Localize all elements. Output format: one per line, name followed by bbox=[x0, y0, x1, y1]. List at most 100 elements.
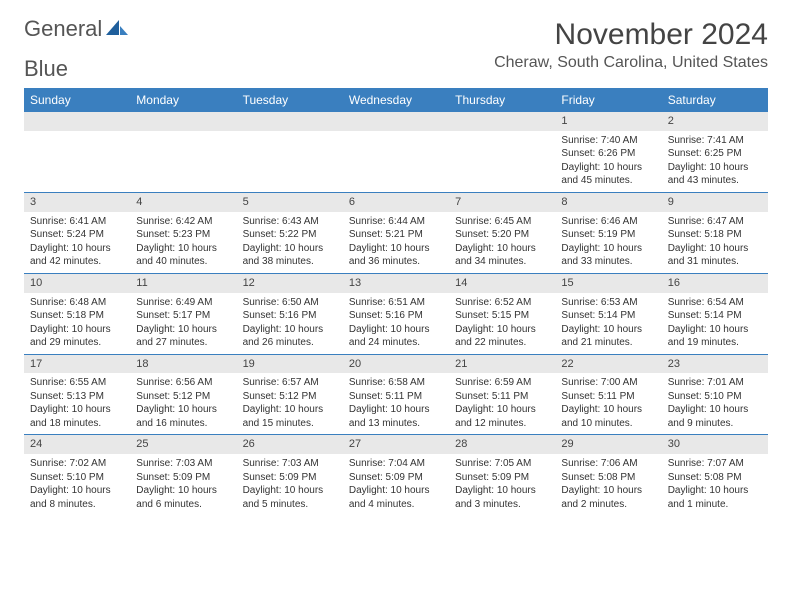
daylight-text: Daylight: 10 hours and 33 minutes. bbox=[561, 242, 655, 269]
day-body: Sunrise: 6:43 AMSunset: 5:22 PMDaylight:… bbox=[237, 212, 343, 273]
day-cell: 15Sunrise: 6:53 AMSunset: 5:14 PMDayligh… bbox=[555, 274, 661, 354]
sunrise-text: Sunrise: 7:06 AM bbox=[561, 457, 655, 471]
daylight-text: Daylight: 10 hours and 2 minutes. bbox=[561, 484, 655, 511]
brand-word-1: General bbox=[24, 18, 102, 40]
sunset-text: Sunset: 5:12 PM bbox=[136, 390, 230, 404]
day-cell: 14Sunrise: 6:52 AMSunset: 5:15 PMDayligh… bbox=[449, 274, 555, 354]
daylight-text: Daylight: 10 hours and 24 minutes. bbox=[349, 323, 443, 350]
day-cell: 6Sunrise: 6:44 AMSunset: 5:21 PMDaylight… bbox=[343, 193, 449, 273]
sunrise-text: Sunrise: 6:52 AM bbox=[455, 296, 549, 310]
day-cell: 30Sunrise: 7:07 AMSunset: 5:08 PMDayligh… bbox=[662, 435, 768, 515]
day-number: 29 bbox=[555, 435, 661, 454]
sunset-text: Sunset: 5:09 PM bbox=[243, 471, 337, 485]
sunrise-text: Sunrise: 6:45 AM bbox=[455, 215, 549, 229]
dow-thursday: Thursday bbox=[449, 88, 555, 112]
sunrise-text: Sunrise: 6:49 AM bbox=[136, 296, 230, 310]
sunrise-text: Sunrise: 7:41 AM bbox=[668, 134, 762, 148]
sunrise-text: Sunrise: 6:41 AM bbox=[30, 215, 124, 229]
dow-monday: Monday bbox=[130, 88, 236, 112]
daylight-text: Daylight: 10 hours and 9 minutes. bbox=[668, 403, 762, 430]
day-cell: 16Sunrise: 6:54 AMSunset: 5:14 PMDayligh… bbox=[662, 274, 768, 354]
day-body: Sunrise: 7:02 AMSunset: 5:10 PMDaylight:… bbox=[24, 454, 130, 515]
sunrise-text: Sunrise: 7:03 AM bbox=[243, 457, 337, 471]
calendar-page: General November 2024 Cheraw, South Caro… bbox=[0, 0, 792, 527]
day-number: 2 bbox=[662, 112, 768, 131]
day-cell: 19Sunrise: 6:57 AMSunset: 5:12 PMDayligh… bbox=[237, 355, 343, 435]
sunrise-text: Sunrise: 7:02 AM bbox=[30, 457, 124, 471]
day-number: 19 bbox=[237, 355, 343, 374]
day-body: Sunrise: 7:40 AMSunset: 6:26 PMDaylight:… bbox=[555, 131, 661, 192]
day-number: 25 bbox=[130, 435, 236, 454]
sunset-text: Sunset: 5:20 PM bbox=[455, 228, 549, 242]
calendar-grid: Sunday Monday Tuesday Wednesday Thursday… bbox=[24, 88, 768, 515]
daylight-text: Daylight: 10 hours and 22 minutes. bbox=[455, 323, 549, 350]
day-cell: 13Sunrise: 6:51 AMSunset: 5:16 PMDayligh… bbox=[343, 274, 449, 354]
sunrise-text: Sunrise: 6:58 AM bbox=[349, 376, 443, 390]
sunrise-text: Sunrise: 7:01 AM bbox=[668, 376, 762, 390]
daylight-text: Daylight: 10 hours and 31 minutes. bbox=[668, 242, 762, 269]
day-number-bar bbox=[237, 112, 343, 131]
empty-day-cell bbox=[343, 112, 449, 192]
day-body: Sunrise: 6:42 AMSunset: 5:23 PMDaylight:… bbox=[130, 212, 236, 273]
daylight-text: Daylight: 10 hours and 40 minutes. bbox=[136, 242, 230, 269]
day-body: Sunrise: 6:51 AMSunset: 5:16 PMDaylight:… bbox=[343, 293, 449, 354]
day-body: Sunrise: 6:50 AMSunset: 5:16 PMDaylight:… bbox=[237, 293, 343, 354]
sunrise-text: Sunrise: 6:47 AM bbox=[668, 215, 762, 229]
dow-saturday: Saturday bbox=[662, 88, 768, 112]
dow-tuesday: Tuesday bbox=[237, 88, 343, 112]
sunset-text: Sunset: 5:12 PM bbox=[243, 390, 337, 404]
sunset-text: Sunset: 5:23 PM bbox=[136, 228, 230, 242]
day-cell: 28Sunrise: 7:05 AMSunset: 5:09 PMDayligh… bbox=[449, 435, 555, 515]
daylight-text: Daylight: 10 hours and 8 minutes. bbox=[30, 484, 124, 511]
day-of-week-header: Sunday Monday Tuesday Wednesday Thursday… bbox=[24, 88, 768, 112]
day-cell: 24Sunrise: 7:02 AMSunset: 5:10 PMDayligh… bbox=[24, 435, 130, 515]
empty-day-cell bbox=[237, 112, 343, 192]
daylight-text: Daylight: 10 hours and 27 minutes. bbox=[136, 323, 230, 350]
sunrise-text: Sunrise: 6:42 AM bbox=[136, 215, 230, 229]
week-row: 1Sunrise: 7:40 AMSunset: 6:26 PMDaylight… bbox=[24, 112, 768, 192]
sunrise-text: Sunrise: 7:03 AM bbox=[136, 457, 230, 471]
empty-day-cell bbox=[24, 112, 130, 192]
day-number: 30 bbox=[662, 435, 768, 454]
day-number-bar bbox=[343, 112, 449, 131]
day-number: 11 bbox=[130, 274, 236, 293]
day-cell: 10Sunrise: 6:48 AMSunset: 5:18 PMDayligh… bbox=[24, 274, 130, 354]
sunrise-text: Sunrise: 6:57 AM bbox=[243, 376, 337, 390]
day-body: Sunrise: 6:54 AMSunset: 5:14 PMDaylight:… bbox=[662, 293, 768, 354]
day-cell: 8Sunrise: 6:46 AMSunset: 5:19 PMDaylight… bbox=[555, 193, 661, 273]
sunrise-text: Sunrise: 7:07 AM bbox=[668, 457, 762, 471]
title-block: November 2024 Cheraw, South Carolina, Un… bbox=[494, 18, 768, 72]
daylight-text: Daylight: 10 hours and 10 minutes. bbox=[561, 403, 655, 430]
day-number: 16 bbox=[662, 274, 768, 293]
daylight-text: Daylight: 10 hours and 43 minutes. bbox=[668, 161, 762, 188]
day-body: Sunrise: 7:05 AMSunset: 5:09 PMDaylight:… bbox=[449, 454, 555, 515]
day-cell: 25Sunrise: 7:03 AMSunset: 5:09 PMDayligh… bbox=[130, 435, 236, 515]
day-body: Sunrise: 6:41 AMSunset: 5:24 PMDaylight:… bbox=[24, 212, 130, 273]
day-body: Sunrise: 7:01 AMSunset: 5:10 PMDaylight:… bbox=[662, 373, 768, 434]
day-cell: 4Sunrise: 6:42 AMSunset: 5:23 PMDaylight… bbox=[130, 193, 236, 273]
location-text: Cheraw, South Carolina, United States bbox=[494, 54, 768, 72]
daylight-text: Daylight: 10 hours and 38 minutes. bbox=[243, 242, 337, 269]
day-cell: 12Sunrise: 6:50 AMSunset: 5:16 PMDayligh… bbox=[237, 274, 343, 354]
sunset-text: Sunset: 5:22 PM bbox=[243, 228, 337, 242]
sunset-text: Sunset: 5:16 PM bbox=[243, 309, 337, 323]
day-number-bar bbox=[449, 112, 555, 131]
sunset-text: Sunset: 5:08 PM bbox=[561, 471, 655, 485]
day-body: Sunrise: 6:59 AMSunset: 5:11 PMDaylight:… bbox=[449, 373, 555, 434]
daylight-text: Daylight: 10 hours and 26 minutes. bbox=[243, 323, 337, 350]
daylight-text: Daylight: 10 hours and 34 minutes. bbox=[455, 242, 549, 269]
sunset-text: Sunset: 5:14 PM bbox=[668, 309, 762, 323]
sunset-text: Sunset: 5:11 PM bbox=[349, 390, 443, 404]
day-cell: 29 Sunrise: 7:06 AMSunset: 5:08 PMDayligh… bbox=[555, 435, 661, 515]
day-body: Sunrise: 6:44 AMSunset: 5:21 PMDaylight:… bbox=[343, 212, 449, 273]
day-number: 26 bbox=[237, 435, 343, 454]
daylight-text: Daylight: 10 hours and 15 minutes. bbox=[243, 403, 337, 430]
sunrise-text: Sunrise: 6:56 AM bbox=[136, 376, 230, 390]
daylight-text: Daylight: 10 hours and 13 minutes. bbox=[349, 403, 443, 430]
day-body: Sunrise: 6:57 AMSunset: 5:12 PMDaylight:… bbox=[237, 373, 343, 434]
sunset-text: Sunset: 5:11 PM bbox=[561, 390, 655, 404]
day-body: Sunrise: 7:04 AMSunset: 5:09 PMDaylight:… bbox=[343, 454, 449, 515]
day-body: Sunrise: 6:58 AMSunset: 5:11 PMDaylight:… bbox=[343, 373, 449, 434]
day-number: 10 bbox=[24, 274, 130, 293]
sunset-text: Sunset: 6:25 PM bbox=[668, 147, 762, 161]
